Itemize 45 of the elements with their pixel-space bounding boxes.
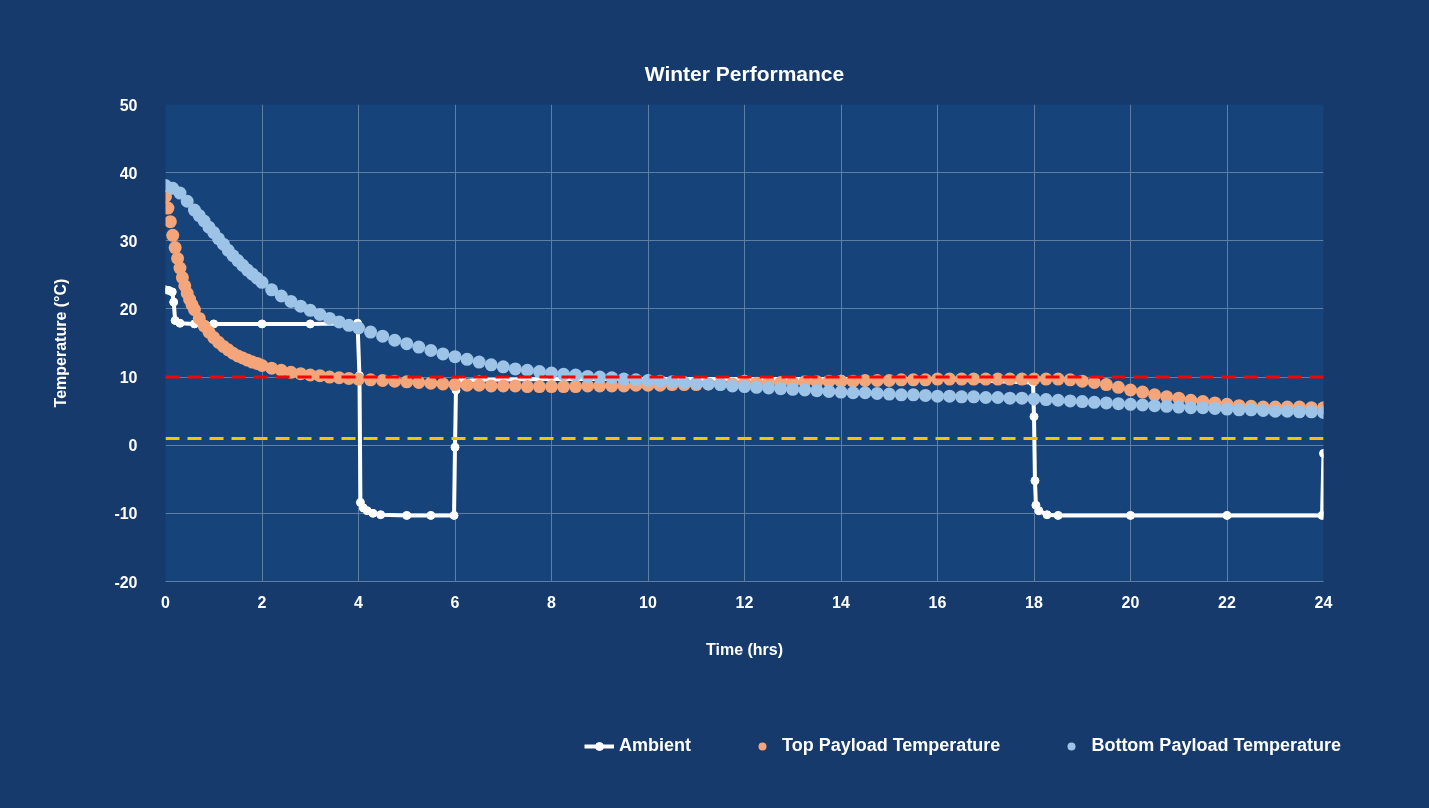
point: [376, 510, 386, 520]
point: [1029, 412, 1039, 422]
x-tick-label: 0: [161, 593, 171, 611]
point: [1126, 510, 1135, 520]
y-tick-label: 30: [119, 232, 138, 250]
x-tick-label: 24: [1314, 593, 1333, 611]
point: [1222, 510, 1232, 520]
point: [1042, 510, 1052, 520]
x-tick-label: 6: [450, 593, 460, 611]
x-tick-label: 10: [639, 593, 657, 611]
y-axis-title: Temperature (°C): [52, 278, 70, 408]
point: [450, 442, 460, 452]
x-tick-label: 18: [1025, 593, 1043, 611]
point: [305, 319, 315, 329]
point: [1034, 506, 1044, 516]
x-tick-label: 8: [547, 593, 557, 611]
point: [209, 319, 219, 329]
point: [1030, 476, 1040, 486]
legend-label: Ambient: [619, 735, 691, 756]
x-tick-label: 14: [832, 593, 850, 611]
point: [449, 510, 459, 520]
x-tick-label: 4: [354, 593, 364, 611]
y-tick-label: 0: [128, 437, 138, 455]
y-tick-label: -10: [114, 505, 138, 523]
x-tick-label: 16: [928, 593, 947, 611]
y-tick-label: 10: [119, 369, 138, 387]
point: [368, 508, 378, 518]
chart-title: Winter Performance: [644, 61, 845, 85]
legend-label: Top Payload Temperature: [782, 735, 1001, 756]
legend-label: Bottom Payload Temperature: [1091, 735, 1342, 756]
point: [1053, 510, 1063, 520]
point: [257, 319, 267, 329]
y-tick-label: 20: [119, 300, 138, 318]
x-tick-label: 20: [1121, 593, 1140, 611]
point: [402, 510, 412, 520]
y-tick-label: 40: [119, 164, 138, 182]
x-tick-label: 2: [257, 593, 267, 611]
y-tick-label: -20: [114, 573, 138, 591]
x-tick-label: 12: [735, 593, 754, 611]
y-tick-label: 50: [119, 96, 138, 114]
point: [169, 297, 179, 307]
point: [175, 318, 185, 328]
point: [426, 510, 436, 520]
x-tick-label: 22: [1218, 593, 1236, 611]
x-axis-title: Time (hrs): [705, 640, 784, 658]
